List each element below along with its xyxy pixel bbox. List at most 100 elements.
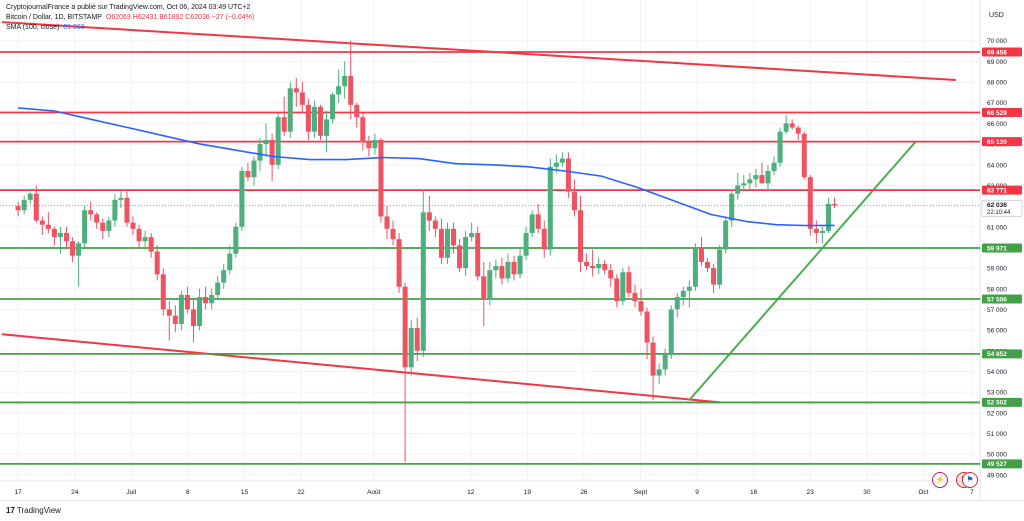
candle — [136, 224, 142, 248]
candle — [686, 280, 692, 308]
candle-body — [620, 272, 626, 302]
candle-body — [197, 297, 203, 326]
candle-body — [124, 197, 130, 223]
candle — [832, 197, 838, 209]
candle — [366, 135, 372, 157]
price-tag: 57 506 — [982, 294, 1022, 304]
trendline — [1, 21, 956, 82]
price-tag-value: 65 120 — [987, 139, 1007, 146]
price-tag-value: 54 852 — [987, 351, 1007, 358]
candle — [596, 257, 602, 275]
candle-body — [686, 286, 692, 291]
candle-body — [245, 170, 251, 178]
x-tick-label: 22 — [297, 489, 305, 496]
candle — [711, 263, 717, 293]
candle — [626, 266, 632, 298]
y-tick-label: 59 000 — [987, 266, 1007, 273]
candle-body — [723, 220, 729, 250]
candle — [747, 173, 753, 190]
candle — [342, 61, 348, 99]
candle — [124, 191, 130, 227]
candle — [783, 115, 789, 134]
candle-body — [801, 133, 807, 178]
candle — [469, 222, 475, 242]
candle-body — [547, 166, 553, 250]
candle — [94, 212, 100, 229]
candle-body — [656, 369, 662, 376]
sma-line — [18, 107, 835, 227]
candle — [753, 168, 759, 188]
candle — [511, 255, 517, 281]
candle — [190, 299, 197, 343]
candle — [172, 305, 178, 333]
candle — [63, 226, 70, 250]
candle — [650, 336, 656, 401]
ohlc-values: O62063 H62431 B61892 C62036 −27 (−0,04%) — [105, 14, 255, 21]
lightning-icon[interactable]: ⚡ — [932, 472, 948, 488]
candle — [88, 201, 94, 221]
horizontal-levels — [0, 51, 980, 465]
candle-body — [39, 220, 45, 225]
candle-body — [76, 243, 82, 256]
y-tick-label: 52 000 — [987, 410, 1007, 417]
x-tick-label: 12 — [467, 489, 475, 496]
candle-body — [602, 263, 608, 271]
candle — [547, 158, 553, 256]
candle — [233, 222, 239, 258]
candle — [227, 245, 233, 275]
y-tick-label: 67 000 — [987, 100, 1007, 107]
y-tick-label: 50 000 — [987, 452, 1007, 459]
x-tick-label: 16 — [750, 489, 758, 496]
candle-body — [70, 241, 76, 256]
candle-body — [384, 216, 390, 229]
candle-body — [287, 88, 293, 132]
candle — [590, 249, 596, 277]
candle — [541, 220, 547, 258]
candle-body — [662, 354, 668, 370]
candle-body — [257, 144, 263, 161]
candle-body — [680, 290, 686, 298]
candle-body — [281, 117, 287, 132]
candle — [317, 104, 323, 140]
price-tag-bg — [981, 199, 1023, 217]
symbol-line: Bitcoin / Dollar, 1D, BITSTAMP O62063 H6… — [6, 13, 256, 22]
candle-body — [305, 104, 311, 132]
price-tag: 62 771 — [982, 185, 1022, 195]
candle — [680, 286, 686, 306]
candle — [221, 263, 227, 289]
price-tag: 54 852 — [982, 349, 1022, 359]
candle — [154, 245, 160, 281]
candle — [584, 253, 590, 271]
tradingview-logo[interactable]: 17 TradingView — [6, 506, 61, 515]
candle — [638, 288, 644, 316]
candle-body — [342, 75, 348, 87]
flag-icon-2[interactable]: ⚑ — [962, 472, 978, 488]
candle — [493, 259, 499, 279]
candle-body — [735, 185, 741, 194]
candle-body — [698, 247, 704, 262]
tradingview-logo-icon: 17 — [6, 506, 15, 515]
candle — [330, 92, 336, 124]
candle-body — [493, 266, 499, 271]
candle — [765, 164, 771, 192]
price-tag-value: 57 506 — [987, 296, 1007, 303]
candle-body — [457, 245, 463, 269]
candle — [402, 282, 408, 463]
candle — [438, 218, 444, 264]
candle-body — [523, 232, 529, 256]
price-tag-countdown: 22:10:44 — [987, 210, 1011, 216]
candle — [354, 102, 360, 128]
candle-body — [783, 123, 789, 132]
candle — [209, 288, 215, 310]
candle-body — [614, 278, 620, 302]
price-tag: 65 120 — [982, 137, 1022, 147]
candle — [15, 201, 21, 217]
candle — [178, 290, 184, 331]
candle — [263, 123, 269, 157]
price-tag-value: 66 529 — [987, 110, 1007, 117]
candle — [106, 216, 112, 238]
candle-body — [94, 214, 100, 223]
indicator-line[interactable]: SMA (100, close) 61 068 — [6, 23, 87, 32]
candle-body — [27, 193, 33, 200]
